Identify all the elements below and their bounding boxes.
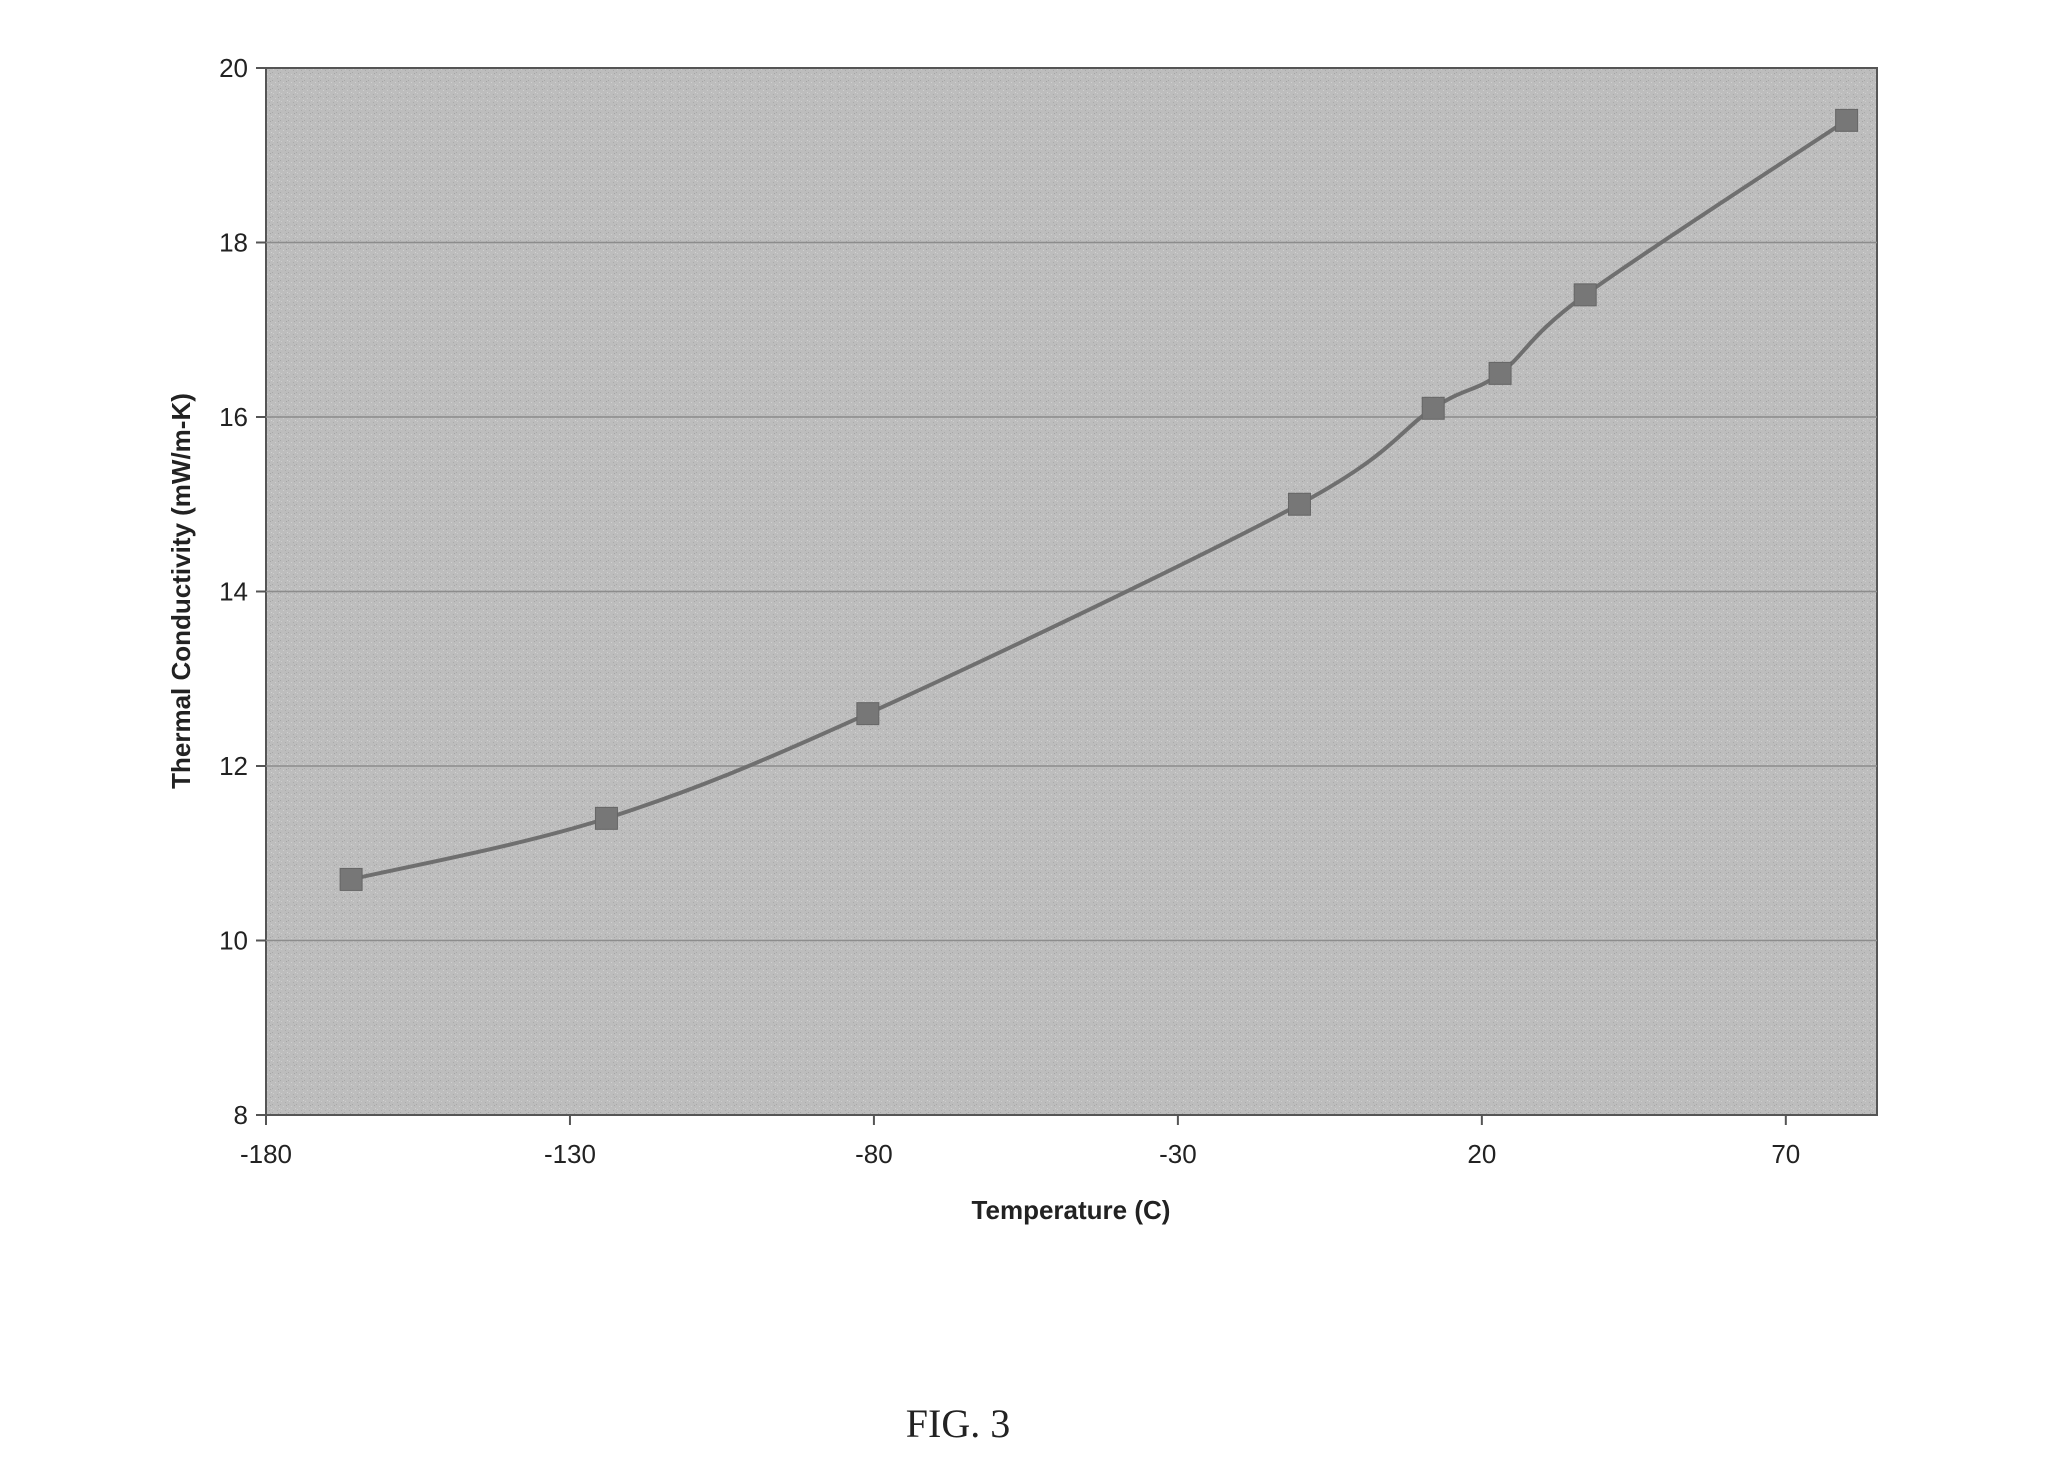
x-axis-title: Temperature (C) bbox=[972, 1195, 1171, 1225]
x-axis: -180 -130 -80 -30 20 70 bbox=[240, 1115, 1800, 1169]
y-tick-label: 18 bbox=[219, 228, 248, 258]
data-point bbox=[339, 867, 363, 891]
y-tick-label: 10 bbox=[219, 926, 248, 956]
gridlines bbox=[266, 241, 1877, 942]
data-point bbox=[1287, 492, 1311, 516]
y-tick-label: 8 bbox=[234, 1100, 248, 1130]
y-axis: 8 10 12 14 16 18 20 bbox=[219, 53, 266, 1130]
x-tick-label: -30 bbox=[1159, 1139, 1197, 1169]
y-tick-label: 16 bbox=[219, 402, 248, 432]
x-tick-label: -130 bbox=[544, 1139, 596, 1169]
y-tick-label: 12 bbox=[219, 751, 248, 781]
data-point bbox=[594, 806, 618, 830]
x-tick-label: 70 bbox=[1771, 1139, 1800, 1169]
data-point bbox=[856, 702, 880, 726]
y-tick-label: 14 bbox=[219, 577, 248, 607]
data-point bbox=[1488, 361, 1512, 385]
x-tick-label: -180 bbox=[240, 1139, 292, 1169]
figure-caption: FIG. 3 bbox=[906, 1401, 1010, 1446]
x-tick-label: -80 bbox=[855, 1139, 893, 1169]
series-group bbox=[339, 108, 1859, 891]
data-point bbox=[1835, 108, 1859, 132]
y-axis-title: Thermal Conductivity (mW/m-K) bbox=[166, 393, 196, 789]
y-tick-label: 20 bbox=[219, 53, 248, 83]
data-point bbox=[1573, 283, 1597, 307]
data-point bbox=[1421, 396, 1445, 420]
x-tick-label: 20 bbox=[1467, 1139, 1496, 1169]
chart: 8 10 12 14 16 18 20 -180 -130 -80 -30 20 70 Tempera… bbox=[166, 53, 1878, 1225]
